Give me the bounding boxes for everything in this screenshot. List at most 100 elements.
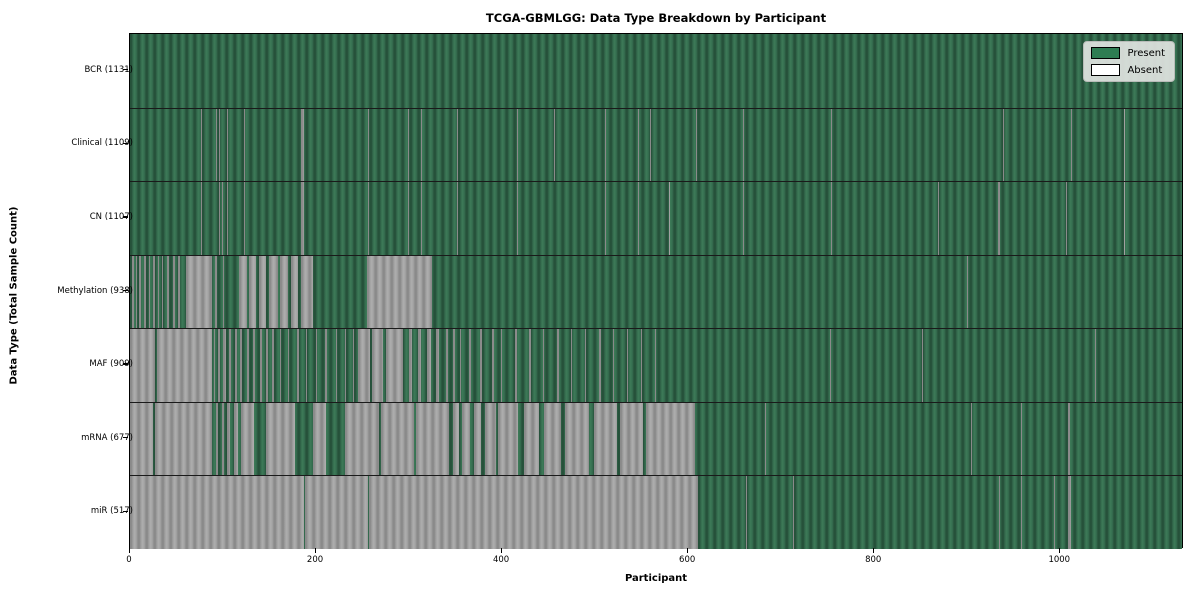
absent-segment bbox=[584, 329, 586, 402]
absent-segment bbox=[244, 108, 246, 182]
absent-segment bbox=[352, 329, 354, 402]
absent-segment bbox=[649, 108, 651, 182]
absent-segment bbox=[201, 108, 203, 182]
absent-segment bbox=[167, 255, 169, 329]
y-tick-label-bcr: BCR (1131) bbox=[84, 64, 134, 75]
absent-segment bbox=[266, 329, 269, 402]
data-bands bbox=[130, 34, 1182, 549]
absent-segment bbox=[1070, 108, 1072, 182]
absent-segment bbox=[272, 329, 274, 402]
absent-segment bbox=[1053, 476, 1055, 549]
absent-segment bbox=[517, 182, 519, 255]
absent-segment bbox=[492, 329, 494, 402]
absent-segment bbox=[497, 402, 519, 476]
present-swatch-icon bbox=[1091, 47, 1121, 59]
row-band-methylation bbox=[130, 254, 1182, 329]
absent-segment bbox=[937, 182, 939, 255]
y-tick-label-mir: miR (517) bbox=[90, 506, 133, 517]
absent-segment bbox=[130, 476, 304, 549]
absent-segment bbox=[300, 255, 313, 329]
absent-segment bbox=[1123, 108, 1125, 182]
row-band-mir bbox=[130, 475, 1182, 549]
absent-segment bbox=[172, 255, 175, 329]
absent-segment bbox=[453, 402, 459, 476]
absent-segment bbox=[971, 402, 973, 476]
absent-segment bbox=[999, 476, 1000, 549]
absent-segment bbox=[315, 329, 317, 402]
absent-segment bbox=[529, 329, 532, 402]
y-tick-mark bbox=[123, 216, 128, 218]
absent-segment bbox=[216, 108, 218, 182]
absent-segment bbox=[222, 329, 226, 402]
absent-segment bbox=[241, 402, 255, 476]
absent-segment bbox=[185, 255, 212, 329]
absent-segment bbox=[269, 255, 278, 329]
absent-segment bbox=[380, 402, 415, 476]
absent-segment bbox=[1065, 182, 1067, 255]
absent-segment bbox=[571, 329, 572, 402]
absent-segment bbox=[312, 402, 326, 476]
absent-segment bbox=[253, 329, 256, 402]
absent-segment bbox=[468, 329, 471, 402]
absent-segment bbox=[1094, 329, 1096, 402]
absent-segment bbox=[259, 255, 267, 329]
absent-segment bbox=[517, 108, 519, 182]
x-axis-label: Participant bbox=[624, 573, 688, 584]
absent-segment bbox=[336, 329, 338, 402]
absent-segment bbox=[480, 329, 482, 402]
absent-segment bbox=[358, 329, 370, 402]
absent-segment bbox=[408, 329, 413, 402]
x-tick-mark bbox=[129, 548, 131, 553]
absent-segment bbox=[233, 402, 238, 476]
absent-segment bbox=[161, 255, 164, 329]
x-tick-mark bbox=[315, 548, 317, 553]
x-tick-mark bbox=[501, 548, 503, 553]
x-tick-mark bbox=[1059, 548, 1061, 553]
x-tick-mark bbox=[687, 548, 689, 553]
absent-segment bbox=[515, 329, 518, 402]
absent-segment bbox=[594, 402, 617, 476]
absent-segment bbox=[484, 402, 496, 476]
y-tick-mark bbox=[123, 69, 128, 71]
absent-segment bbox=[1067, 402, 1070, 476]
absent-segment bbox=[157, 255, 159, 329]
y-axis-label-text: Data Type (Total Sample Count) bbox=[8, 206, 20, 385]
absent-segment bbox=[248, 255, 257, 329]
absent-segment bbox=[148, 255, 151, 329]
absent-segment bbox=[453, 329, 455, 402]
y-tick-label-clinical: Clinical (1109) bbox=[71, 138, 133, 149]
absent-segment bbox=[386, 329, 403, 402]
absent-segment bbox=[297, 329, 299, 402]
absent-segment bbox=[219, 108, 221, 182]
absent-segment bbox=[554, 108, 556, 182]
absent-segment bbox=[367, 182, 369, 255]
absent-segment bbox=[227, 182, 229, 255]
absent-segment bbox=[345, 329, 347, 402]
absent-segment bbox=[227, 108, 229, 182]
absent-segment bbox=[742, 182, 744, 255]
absent-segment bbox=[407, 182, 409, 255]
absent-segment bbox=[456, 108, 458, 182]
absent-segment bbox=[420, 108, 422, 182]
absent-segment bbox=[427, 329, 431, 402]
absent-segment bbox=[215, 255, 218, 329]
absent-segment bbox=[473, 402, 481, 476]
absent-segment bbox=[640, 329, 642, 402]
absent-segment bbox=[130, 402, 154, 476]
absent-segment bbox=[280, 255, 288, 329]
absent-segment bbox=[367, 108, 369, 182]
absent-segment bbox=[201, 182, 203, 255]
absent-segment bbox=[1067, 476, 1071, 549]
absent-segment bbox=[792, 476, 794, 549]
absent-segment bbox=[300, 182, 304, 255]
absent-segment bbox=[135, 255, 138, 329]
absent-segment bbox=[462, 402, 470, 476]
absent-segment bbox=[290, 255, 299, 329]
absent-segment bbox=[244, 182, 246, 255]
y-tick-label-maf: MAF (909) bbox=[89, 359, 133, 370]
chart-title: TCGA-GBMLGG: Data Type Breakdown by Part… bbox=[485, 11, 827, 25]
y-tick-mark bbox=[123, 289, 128, 292]
legend-label-absent: Absent bbox=[1127, 64, 1163, 76]
absent-segment bbox=[221, 402, 224, 476]
absent-segment bbox=[420, 182, 422, 255]
